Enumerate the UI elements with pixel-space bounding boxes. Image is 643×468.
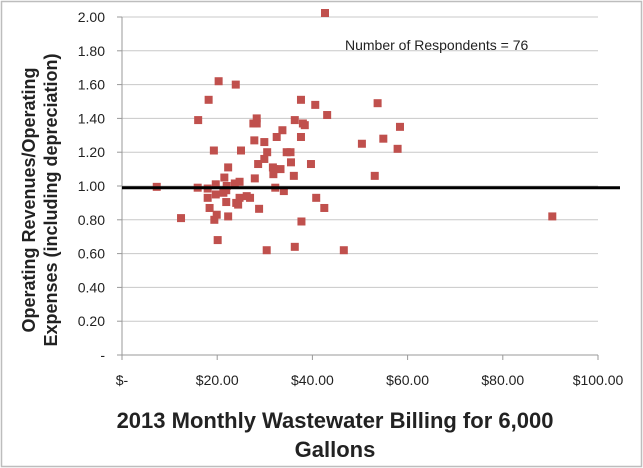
data-point [210, 215, 219, 224]
y-tick-label: 1.20 [78, 144, 105, 160]
data-point [286, 158, 295, 167]
data-point [212, 210, 221, 219]
data-point [222, 186, 231, 195]
y-axis-title-line-2: Expenses (including depreciation) [41, 53, 61, 346]
data-point [306, 160, 315, 169]
y-tick-label: 0.60 [78, 246, 105, 262]
data-point [263, 148, 272, 157]
data-point [312, 193, 321, 202]
y-tick-label: 0.20 [78, 313, 105, 329]
x-axis-title-line-2: Gallons [295, 437, 376, 462]
data-point [211, 180, 220, 189]
data-point [254, 160, 263, 169]
y-tick-label: - [100, 347, 105, 363]
data-point [214, 77, 223, 86]
data-point [235, 193, 244, 202]
data-point [290, 116, 299, 125]
y-tick-label: 0.40 [78, 279, 105, 295]
data-point [373, 99, 382, 108]
data-point [204, 95, 213, 104]
data-point [357, 139, 366, 148]
data-point [235, 177, 244, 186]
data-point [296, 95, 305, 104]
data-point [300, 121, 309, 130]
data-point [209, 146, 218, 155]
data-point [194, 116, 203, 125]
data-point [203, 193, 212, 202]
y-tick-label: 1.40 [78, 110, 105, 126]
data-point [297, 217, 306, 226]
x-tick-label: $40.00 [291, 372, 334, 388]
data-point [222, 182, 231, 190]
data-point [548, 212, 557, 221]
data-point [272, 132, 281, 141]
data-point [395, 122, 404, 131]
data-point [224, 163, 233, 172]
data-point [252, 114, 261, 123]
x-tick-label: $60.00 [386, 372, 429, 388]
x-tick-label: $80.00 [481, 372, 524, 388]
legend-label: Number of Respondents = 76 [345, 37, 528, 53]
data-point [323, 111, 332, 120]
x-axis-title-line-1: 2013 Monthly Wastewater Billing for 6,00… [117, 408, 554, 433]
data-point [290, 242, 299, 251]
data-point [224, 212, 233, 221]
data-point [320, 203, 329, 212]
data-point [289, 171, 298, 180]
data-point [252, 119, 261, 128]
data-point [286, 148, 295, 157]
data-point [213, 236, 222, 245]
y-tick-label: 0.80 [78, 212, 105, 228]
y-axis-title-line-1: Operating Revenues/Operating [19, 67, 39, 332]
data-point [177, 214, 186, 223]
data-point [296, 132, 305, 141]
data-point [222, 198, 231, 207]
data-point [205, 203, 214, 212]
x-tick-label: $20.00 [196, 372, 239, 388]
data-point [268, 163, 277, 172]
data-point [255, 204, 264, 213]
data-point [279, 187, 288, 196]
data-point [278, 126, 287, 135]
data-point [230, 179, 239, 188]
data-point [276, 165, 285, 174]
y-tick-label: 1.80 [78, 43, 105, 59]
data-point [234, 200, 243, 209]
data-point [393, 144, 402, 153]
x-tick-label: $100.00 [573, 372, 624, 388]
data-point [250, 174, 259, 183]
data-point [220, 173, 229, 182]
data-point [379, 134, 388, 143]
data-point [231, 80, 240, 89]
data-point [211, 190, 220, 199]
data-point [260, 154, 269, 163]
data-point [250, 136, 259, 145]
x-tick-label: $- [116, 372, 129, 388]
y-tick-label: 1.60 [78, 77, 105, 93]
data-point [237, 146, 245, 155]
data-point [269, 170, 278, 179]
data-point [339, 246, 348, 255]
data-point [262, 246, 271, 255]
y-tick-label: 1.00 [78, 178, 105, 194]
data-point [260, 138, 269, 147]
data-point [311, 100, 320, 109]
legend-marker [321, 9, 329, 17]
data-point [246, 193, 255, 202]
y-tick-label: 2.00 [78, 9, 105, 25]
data-point [370, 171, 379, 180]
